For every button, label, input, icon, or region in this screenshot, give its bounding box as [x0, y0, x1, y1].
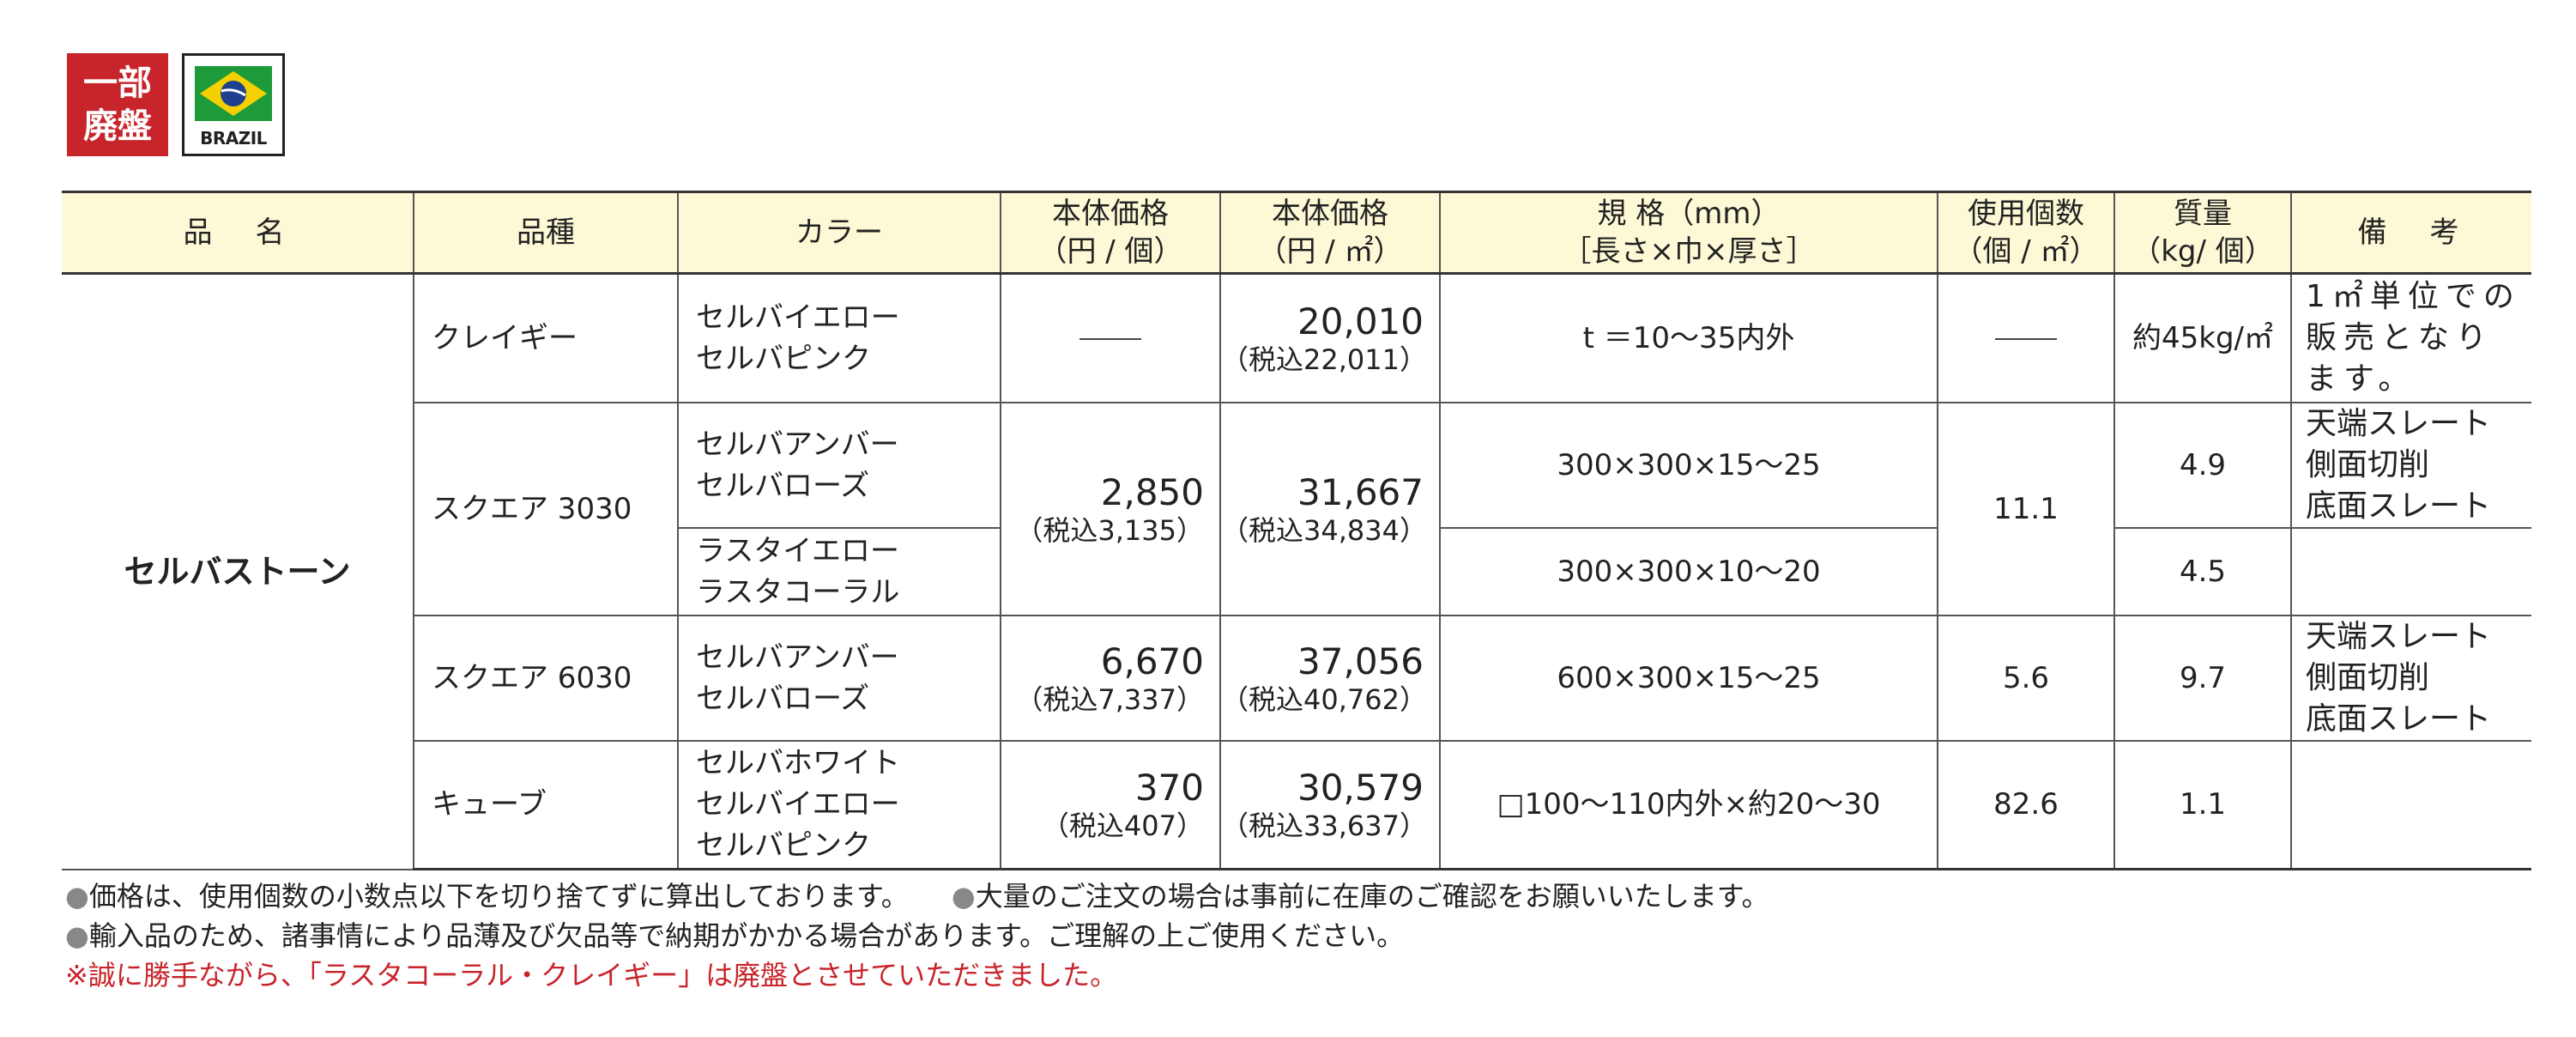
color-cell: セルバアンバー セルバローズ	[677, 614, 1001, 742]
footnote-1: ●価格は、使用個数の小数点以下を切り捨てずに算出しております。 ●大量のご注文の場…	[65, 880, 1769, 913]
header-price-piece: 本体価格 （円 / 個）	[1000, 191, 1221, 275]
brazil-flag-icon	[195, 66, 272, 121]
flag-label: BRAZIL	[200, 128, 267, 149]
header-price-sqm: 本体価格 （円 / ㎡）	[1219, 191, 1441, 275]
header-type: 品種	[413, 191, 679, 275]
table-row: スクエア 6030 セルバアンバー セルバローズ 6,670 （税込7,337） 3…	[62, 614, 2531, 742]
weight-cell: 約45kg/㎡	[2113, 272, 2292, 403]
table-row: ラスタイエロー ラスタコーラル 300×300×10〜20 4.5	[62, 526, 2531, 616]
badge-line-2: 廃盤	[83, 106, 152, 146]
price-piece-cell: 6,670 （税込7,337）	[1000, 614, 1221, 742]
bullet-icon: ●	[65, 880, 89, 913]
table-row: セルバストーン クレイギー セルバイエロー セルバピンク 20,010 （税込22,…	[62, 272, 2531, 870]
table-row: キューブ セルバホワイト セルバイエロー セルバピンク 370 （税込407） 30,…	[62, 739, 2531, 870]
header-usage: 使用個数 （個 / ㎡）	[1937, 191, 2115, 275]
spec-cell: □100〜110内外×約20〜30	[1439, 739, 1938, 870]
weight-cell: 4.5	[2113, 526, 2292, 616]
notes-cell: 天端スレート 側面切削 底面スレート	[2290, 614, 2531, 742]
brazil-flag-badge: BRAZIL	[182, 53, 285, 156]
price-piece-cell: 2,850 （税込3,135）	[1000, 401, 1221, 616]
header-name: 品 名	[62, 191, 414, 275]
price-table: 品 名 品種 カラー 本体価格 （円 / 個） 本体価格 （円 / ㎡） 規 格（m…	[62, 191, 2531, 870]
color-cell: セルバアンバー セルバローズ	[677, 401, 1001, 529]
price-sqm-cell: 20,010 （税込22,011）	[1219, 272, 1441, 403]
bullet-icon: ●	[65, 919, 89, 952]
weight-cell: 9.7	[2113, 614, 2292, 742]
usage-cell	[1937, 272, 2115, 403]
dash	[1079, 338, 1141, 341]
price-sqm-cell: 31,667 （税込34,834）	[1219, 401, 1441, 616]
spec-cell: 600×300×15〜25	[1439, 614, 1938, 742]
header-color: カラー	[677, 191, 1001, 275]
spec-cell: 300×300×10〜20	[1439, 526, 1938, 616]
price-sqm-cell: 30,579 （税込33,637）	[1219, 739, 1441, 870]
type-cell: スクエア 6030	[414, 614, 679, 742]
bullet-icon: ●	[951, 880, 976, 913]
weight-cell: 4.9	[2113, 401, 2292, 529]
type-cell: スクエア 3030	[414, 401, 679, 616]
notes-cell: 1㎡単位での販売となります。	[2290, 272, 2531, 403]
color-cell: ラスタイエロー ラスタコーラル	[678, 526, 1001, 616]
badge-line-1: 一部	[83, 64, 152, 103]
product-name: セルバストーン	[62, 272, 414, 870]
footnote-2: ●輸入品のため、諸事情により品薄及び欠品等で納期がかかる場合があります。ご理解の…	[65, 919, 1405, 952]
header-notes: 備 考	[2290, 191, 2531, 275]
spec-cell: 300×300×15〜25	[1439, 401, 1938, 529]
header-row: 品 名 品種 カラー 本体価格 （円 / 個） 本体価格 （円 / ㎡） 規 格（m…	[62, 191, 2531, 275]
header-weight: 質量 （kg/ 個）	[2113, 191, 2292, 275]
header-spec: 規 格（mm） ［長さ×巾×厚さ］	[1439, 191, 1938, 275]
notes-cell	[2290, 526, 2531, 616]
color-cell: セルバホワイト セルバイエロー セルバピンク	[677, 739, 1001, 870]
dash	[1995, 338, 2057, 341]
discontinued-badge: 一部 廃盤	[67, 53, 168, 156]
usage-cell: 11.1	[1937, 401, 2115, 616]
notes-cell: 天端スレート 側面切削 底面スレート	[2290, 401, 2531, 529]
price-piece-cell: 370 （税込407）	[1000, 739, 1221, 870]
type-cell: キューブ	[414, 739, 679, 870]
type-cell: クレイギー	[413, 272, 679, 403]
color-cell: セルバイエロー セルバピンク	[677, 272, 1001, 403]
weight-cell: 1.1	[2113, 739, 2292, 870]
footnote-discontinued: ※誠に勝手ながら、「ラスタコーラル・クレイギー」は廃盤とさせていただきました。	[65, 959, 1118, 992]
price-piece-cell	[1000, 272, 1221, 403]
notes-cell	[2290, 739, 2531, 870]
usage-cell: 82.6	[1937, 739, 2115, 870]
spec-cell: t ＝10〜35内外	[1439, 272, 1938, 403]
usage-cell: 5.6	[1937, 614, 2115, 742]
table-row: スクエア 3030 セルバアンバー セルバローズ 2,850 （税込3,135） 3…	[62, 401, 2531, 616]
price-sqm-cell: 37,056 （税込40,762）	[1219, 614, 1441, 742]
